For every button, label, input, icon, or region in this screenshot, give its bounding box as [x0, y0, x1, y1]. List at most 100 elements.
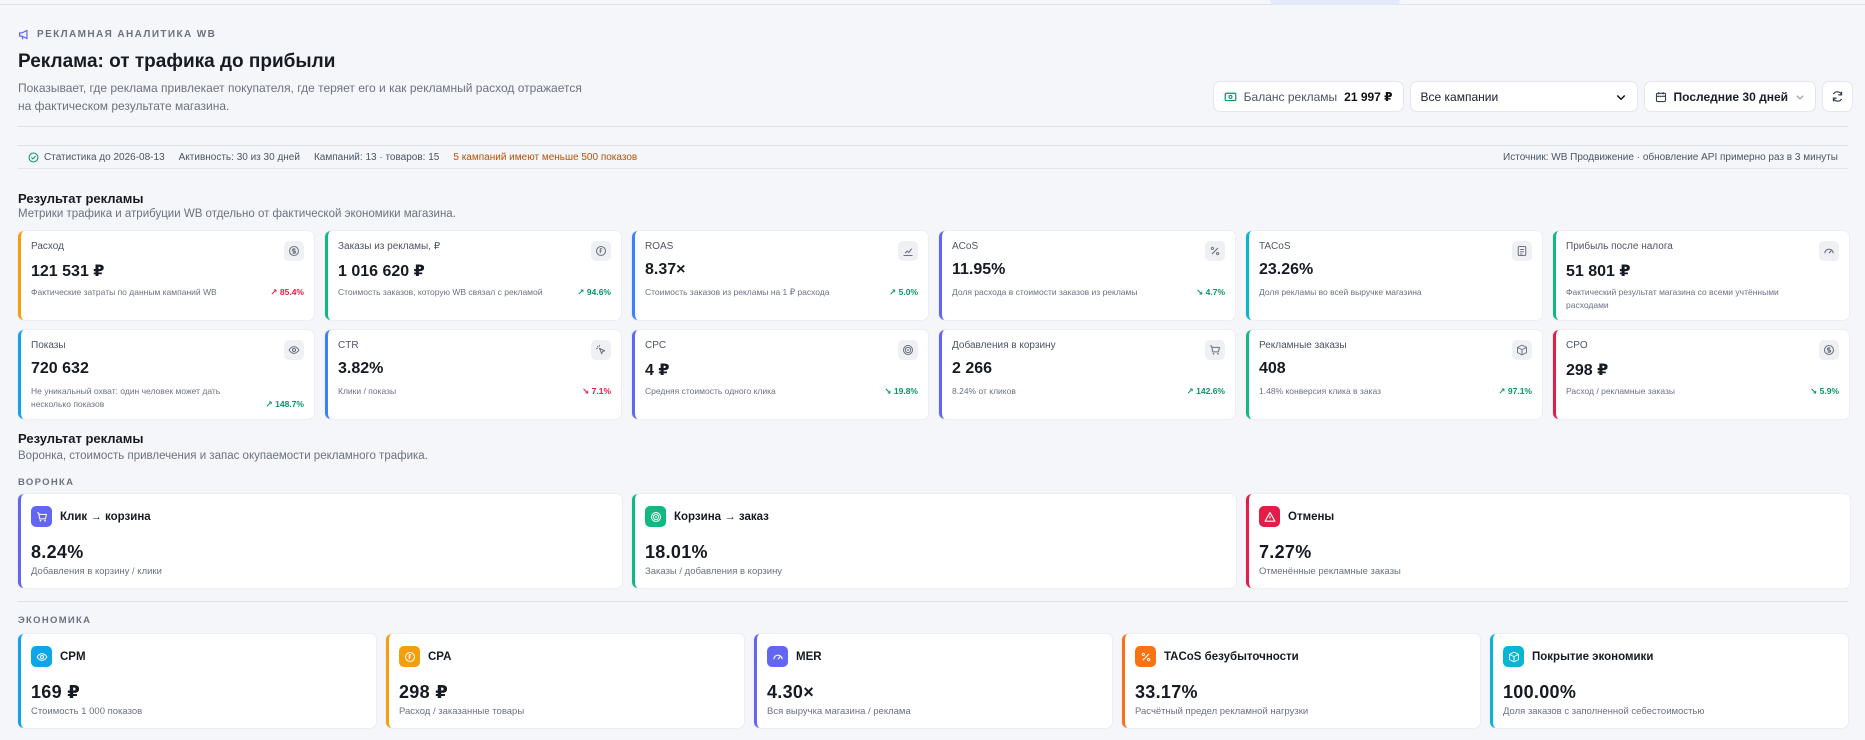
coin-icon — [404, 651, 415, 662]
kpi-icon-box — [1819, 241, 1839, 261]
dollar-icon — [288, 245, 300, 257]
kpi-card[interactable]: ROAS 8.37× Стоимость заказов из рекламы на… — [632, 231, 928, 320]
kpi-change-value: 97.1% — [1507, 386, 1532, 396]
kpi-change-value: 148.7% — [275, 399, 304, 409]
kpi-card[interactable]: ACoS 11.95% Доля расхода в стоимости заказ… — [939, 231, 1235, 320]
document-icon — [1517, 245, 1527, 257]
warning-icon — [1264, 511, 1275, 522]
section-subtitle-funnel: Воронка, стоимость привлечения и запас о… — [18, 450, 428, 462]
coin-icon — [595, 245, 607, 257]
card-icon-badge — [399, 646, 420, 667]
kpi-value: 8.37× — [645, 261, 686, 278]
kpi-label: Прибыль после налога — [1566, 241, 1673, 252]
eyebrow-label: РЕКЛАМНАЯ АНАЛИТИКА WB — [37, 29, 217, 40]
kpi-card[interactable]: Добавления в корзину 2 266 8.24% от кликов… — [939, 330, 1235, 419]
kpi-icon-box — [898, 241, 918, 261]
kpi-note: Средняя стоимость одного клика — [645, 386, 776, 396]
card-title: MER — [796, 650, 822, 663]
kpi-icon-box — [591, 241, 611, 261]
card-icon-badge — [1135, 646, 1156, 667]
card-note: Вся выручка магазина / реклама — [767, 706, 911, 717]
kpi-card[interactable]: Показы 720 632 Не уникальный охват: один ч… — [18, 330, 314, 419]
kpi-value: 4 ₽ — [645, 362, 670, 379]
campaign-select[interactable]: Все кампании — [1409, 81, 1638, 112]
activity-text: Активность: 30 из 30 дней — [178, 151, 300, 163]
kpi-change-value: 5.9% — [1819, 386, 1839, 396]
kpi-card[interactable]: Рекламные заказы 408 1.48% конверсия клика… — [1246, 330, 1542, 419]
cursor-click-icon — [596, 345, 606, 355]
page-title: Реклама: от трафика до прибыли — [18, 51, 336, 72]
header-divider — [18, 126, 1848, 127]
card-icon-badge — [1503, 646, 1524, 667]
kpi-card[interactable]: Заказы из рекламы, ₽ 1 016 620 ₽ Стоимость… — [325, 231, 621, 320]
section-divider — [18, 601, 1848, 602]
card-value: 33.17% — [1135, 682, 1198, 702]
section-subtitle-results: Метрики трафика и атрибуции WB отдельно … — [18, 208, 456, 220]
kpi-change: ↗ 97.1% — [1498, 386, 1532, 397]
kpi-label: CPC — [645, 340, 667, 351]
economy-card[interactable]: CPA 298 ₽ Расход / заказанные товары — [386, 634, 744, 728]
kpi-value: 23.26% — [1259, 261, 1314, 278]
check-circle-icon — [28, 152, 39, 162]
kpi-value: 1 016 620 ₽ — [338, 263, 425, 280]
card-value: 7.27% — [1259, 542, 1312, 562]
kpi-icon-box — [591, 340, 611, 360]
funnel-card[interactable]: Отмены 7.27% Отменённые рекламные заказы — [1246, 494, 1850, 588]
percent-icon — [1141, 652, 1150, 661]
period-select[interactable]: Последние 30 дней — [1643, 81, 1816, 112]
kpi-value: 3.82% — [338, 360, 384, 377]
arrow-up-right-icon: ↗ — [270, 287, 278, 297]
kpi-change-value: 85.4% — [279, 287, 304, 297]
eyebrow: РЕКЛАМНАЯ АНАЛИТИКА WB — [18, 28, 1848, 41]
economy-card[interactable]: TACoS безубыточности 33.17% Расчётный пред… — [1122, 634, 1480, 728]
card-title: CPM — [60, 650, 86, 663]
kpi-note: Доля рекламы во всей выручке магазина — [1259, 287, 1422, 297]
card-header: CPM — [31, 646, 86, 667]
card-note: Заказы / добавления в корзину — [645, 566, 783, 577]
funnel-card[interactable]: Клик → корзина 8.24% Добавления в корзину … — [18, 494, 622, 588]
cart-icon — [1210, 345, 1221, 355]
arrow-up-right-icon: ↗ — [577, 287, 585, 297]
eye-icon — [36, 652, 47, 661]
card-header: CPA — [399, 646, 451, 667]
kpi-card[interactable]: Прибыль после налога 51 801 ₽ Фактический … — [1553, 231, 1849, 320]
card-header: Корзина → заказ — [645, 506, 769, 527]
kpi-change: ↗ 85.4% — [270, 287, 304, 298]
kpi-change: ↗ 148.7% — [266, 399, 304, 410]
card-header: Отмены — [1259, 506, 1334, 527]
kpi-value: 11.95% — [952, 261, 1006, 278]
card-title: Отмены — [1288, 510, 1335, 523]
card-note: Расход / заказанные товары — [399, 706, 525, 717]
card-title: Корзина → заказ — [674, 510, 769, 523]
card-header: TACoS безубыточности — [1135, 646, 1299, 667]
percent-icon — [1210, 246, 1220, 256]
ad-balance[interactable]: Баланс рекламы 21 997 ₽ — [1212, 81, 1404, 112]
card-value: 298 ₽ — [399, 682, 449, 702]
economy-card[interactable]: MER 4.30× Вся выручка магазина / реклама — [754, 634, 1112, 728]
kpi-card[interactable]: CTR 3.82% Клики / показы ↘ 7.1% — [325, 330, 621, 419]
economy-card[interactable]: Покрытие экономики 100.00% Доля заказов с … — [1490, 634, 1848, 728]
funnel-card[interactable]: Корзина → заказ 18.01% Заказы / добавления… — [632, 494, 1236, 588]
refresh-button[interactable] — [1822, 81, 1853, 112]
gauge-icon — [1824, 248, 1834, 254]
stats-until: Статистика до 2026-08-13 — [44, 151, 165, 163]
card-title: TACoS безубыточности — [1164, 650, 1299, 663]
top-divider — [0, 4, 1865, 5]
status-bar: Статистика до 2026-08-13 Активность: 30 … — [18, 145, 1848, 169]
kpi-card[interactable]: CPO 298 ₽ Расход / рекламные заказы ↘ 5.9% — [1553, 330, 1849, 419]
kpi-card[interactable]: Расход 121 531 ₽ Фактические затраты по да… — [18, 231, 314, 320]
arrow-down-right-icon: ↘ — [1810, 386, 1818, 396]
kpi-icon-box — [1512, 241, 1532, 261]
economy-card[interactable]: CPM 169 ₽ Стоимость 1 000 показов — [18, 634, 376, 728]
arrow-down-right-icon: ↘ — [582, 386, 590, 396]
kpi-note: 8.24% от кликов — [952, 386, 1016, 396]
page-header: РЕКЛАМНАЯ АНАЛИТИКА WB Реклама: от трафи… — [18, 28, 1848, 115]
kpi-note: Стоимость заказов, которую WB связал с р… — [338, 287, 543, 297]
card-title: CPA — [428, 650, 452, 663]
arrow-up-right-icon: ↗ — [1498, 386, 1506, 396]
kpi-card[interactable]: TACoS 23.26% Доля рекламы во всей выручке … — [1246, 231, 1542, 320]
kpi-change-value: 5.0% — [898, 287, 918, 297]
kpi-card[interactable]: CPC 4 ₽ Средняя стоимость одного клика ↘ 19… — [632, 330, 928, 419]
kpi-icon-box — [284, 340, 304, 360]
kpi-note: Не уникальный охват: один человек может … — [31, 386, 221, 409]
